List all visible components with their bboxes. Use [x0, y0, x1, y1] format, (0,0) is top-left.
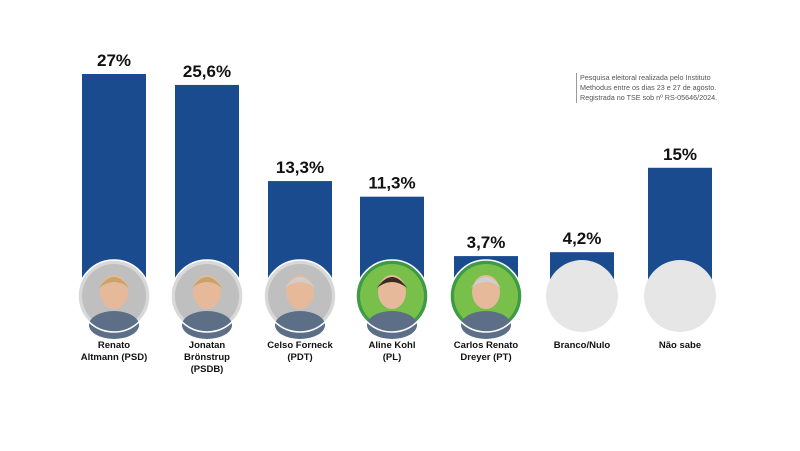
bar [175, 84, 239, 286]
value-label: 11,3% [368, 174, 415, 193]
value-label: 3,7% [467, 233, 506, 252]
category-label: (PL) [383, 352, 401, 363]
person-shoulders [367, 311, 417, 339]
candidate-photo [77, 259, 151, 339]
candidate-photo [170, 259, 244, 339]
value-label: 25,6% [183, 62, 231, 81]
candidate-photo [355, 259, 429, 339]
placeholder-disc [644, 260, 716, 332]
category-label: Celso Forneck [267, 340, 333, 351]
photo-border [77, 259, 151, 333]
value-label: 15% [663, 145, 697, 164]
person-face [100, 275, 128, 309]
category-label: (PSDB) [191, 364, 224, 375]
person-hair [471, 277, 501, 288]
candidate-photo [449, 259, 523, 339]
person-face [286, 275, 314, 309]
category-label: Jonatan [189, 340, 226, 351]
person-shoulders [275, 311, 325, 339]
note-line: Registrada no TSE sob nº RS-05646/2024. [580, 93, 718, 102]
category-label: Branco/Nulo [554, 340, 611, 351]
person-shoulders [89, 311, 139, 339]
photo-border [355, 259, 429, 333]
photo-border [263, 259, 337, 333]
category-label: Renato [98, 340, 130, 351]
value-label: 4,2% [563, 229, 602, 248]
candidate-photo [263, 259, 337, 339]
placeholder-circle [546, 260, 618, 332]
person-shoulders [182, 311, 232, 339]
value-label: 13,3% [276, 158, 324, 177]
bar [82, 74, 146, 285]
person-hair [192, 277, 222, 288]
photo-border [449, 259, 523, 333]
person-shoulders [461, 311, 511, 339]
category-label: Altmann (PSD) [81, 352, 148, 363]
category-label: (PDT) [287, 352, 312, 363]
person-hair [377, 277, 407, 288]
photo-border [170, 259, 244, 333]
placeholder-disc [546, 260, 618, 332]
person-face [193, 275, 221, 309]
category-label: Brönstrup [184, 352, 230, 363]
person-hair [285, 277, 315, 288]
category-label: Carlos Renato [454, 340, 519, 351]
value-label: 27% [97, 51, 131, 70]
category-label: Não sabe [659, 340, 701, 351]
person-face [472, 275, 500, 309]
survey-note: Pesquisa eleitoral realizada pelo Instit… [576, 73, 780, 103]
note-line: Pesquisa eleitoral realizada pelo Instit… [580, 73, 711, 82]
note-line: Methodus entre os dias 23 e 27 de agosto… [580, 83, 717, 92]
placeholder-circle [644, 260, 716, 332]
person-face [378, 275, 406, 309]
person-hair [99, 277, 129, 288]
category-label: Dreyer (PT) [460, 352, 511, 363]
category-label: Aline Kohl [369, 340, 416, 351]
